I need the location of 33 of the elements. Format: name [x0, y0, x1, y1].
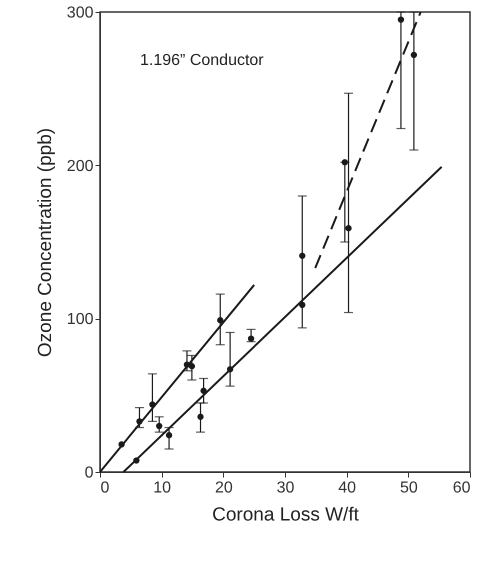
x-tick-label: 40	[338, 480, 356, 496]
x-tick-label: 60	[452, 480, 471, 496]
point	[345, 225, 352, 232]
point	[398, 16, 404, 23]
y-tick-label: 0	[84, 464, 94, 482]
point	[299, 252, 306, 259]
point	[184, 362, 190, 368]
point	[133, 457, 140, 464]
y-tick-label: 200	[66, 158, 94, 175]
point	[166, 432, 172, 438]
point	[248, 335, 254, 342]
point	[188, 363, 196, 370]
point	[299, 302, 306, 308]
point	[410, 52, 418, 58]
point	[226, 366, 234, 372]
x-tick-label: 0	[100, 480, 110, 496]
x-axis-title: Corona Loss W/ft	[212, 504, 360, 526]
x-tick-label: 50	[400, 480, 418, 496]
point	[197, 414, 204, 420]
point	[156, 422, 162, 430]
y-axis-title: Ozone Concentration (ppb)	[34, 128, 56, 358]
point	[342, 159, 348, 166]
point	[118, 441, 125, 448]
y-tick-label: 100	[66, 311, 94, 328]
x-tick-label: 20	[214, 480, 233, 496]
point	[136, 418, 143, 425]
point	[149, 401, 156, 408]
point	[200, 388, 207, 394]
point	[217, 317, 224, 324]
y-tick-label: 300	[66, 4, 94, 22]
x-tick-label: 10	[153, 480, 172, 496]
x-tick-label: 30	[276, 480, 294, 496]
annotation: 1.196” Conductor	[140, 52, 264, 69]
